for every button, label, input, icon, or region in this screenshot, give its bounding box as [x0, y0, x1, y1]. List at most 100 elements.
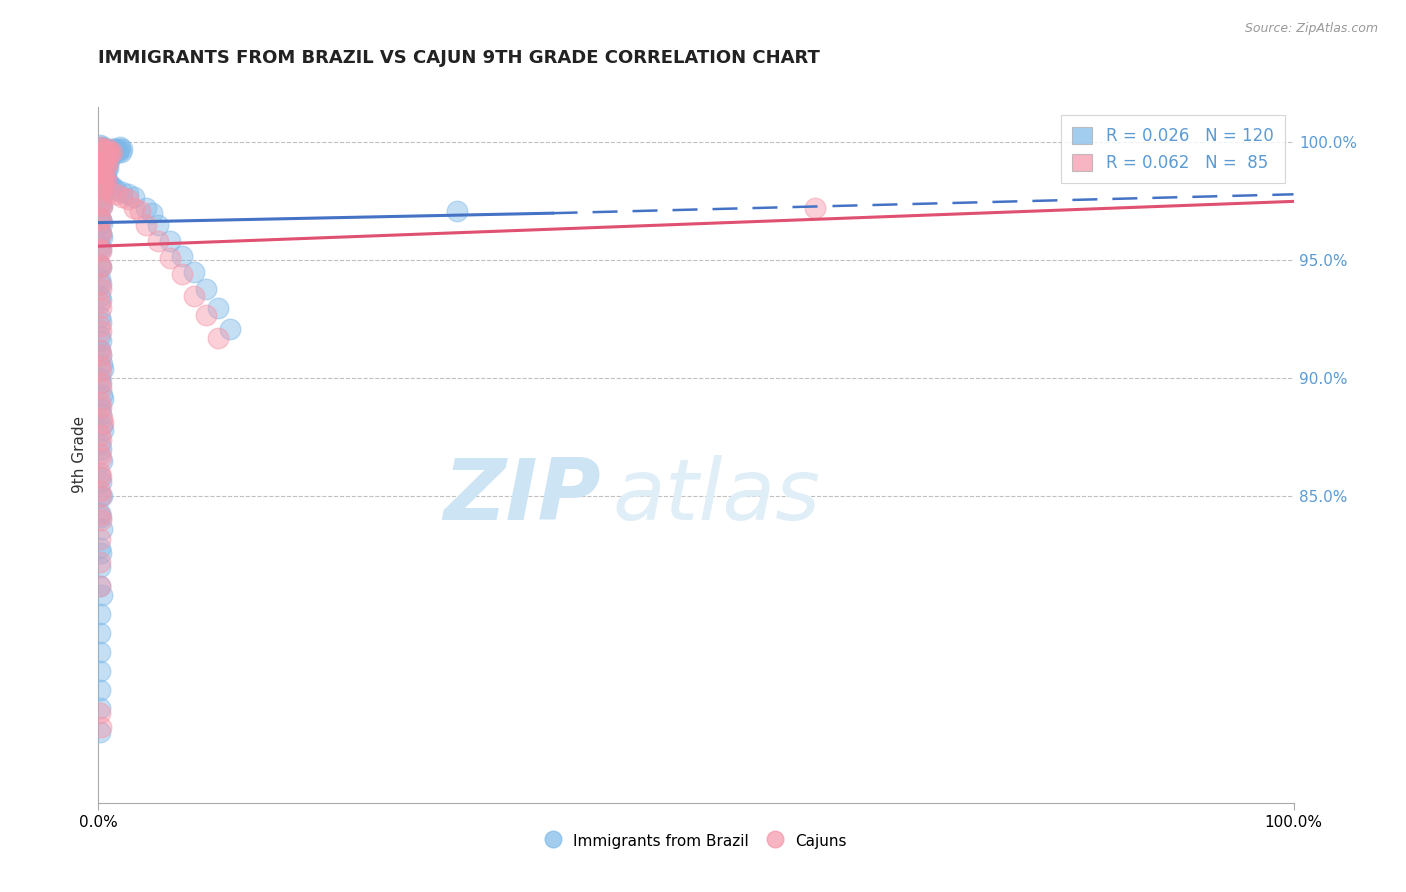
Point [89, 376, 111, 390]
Point [91, 216, 114, 230]
Point [90, 140, 112, 154]
Point [89, 169, 111, 183]
Point [91, 140, 114, 154]
Point [91, 416, 114, 430]
Point [94, 163, 117, 178]
Point [91, 229, 114, 244]
Point [804, 202, 827, 216]
Point [89, 371, 111, 385]
Point [98, 147, 122, 161]
Point [129, 203, 152, 218]
Point [183, 289, 205, 303]
Point [90, 150, 112, 164]
Point [89, 607, 111, 621]
Point [135, 218, 157, 232]
Point [96, 143, 118, 157]
Point [117, 187, 139, 202]
Point [89, 272, 111, 286]
Point [89, 506, 111, 520]
Point [90, 161, 112, 176]
Point [98, 150, 122, 164]
Point [90, 143, 112, 157]
Point [89, 470, 111, 484]
Point [96, 156, 118, 170]
Point [90, 470, 112, 484]
Point [90, 334, 112, 348]
Point [89, 140, 111, 154]
Point [90, 381, 112, 395]
Point [97, 152, 120, 166]
Point [219, 322, 242, 336]
Point [90, 244, 112, 258]
Point [90, 170, 112, 185]
Point [90, 293, 112, 308]
Point [90, 348, 112, 362]
Point [159, 235, 181, 249]
Point [90, 407, 112, 421]
Point [89, 645, 111, 659]
Point [135, 202, 157, 216]
Point [90, 169, 112, 183]
Point [103, 143, 125, 157]
Point [89, 277, 111, 291]
Point [97, 176, 120, 190]
Point [90, 196, 112, 211]
Point [96, 150, 118, 164]
Point [91, 154, 114, 169]
Point [159, 251, 181, 265]
Point [90, 720, 112, 734]
Point [89, 166, 111, 180]
Point [89, 466, 111, 480]
Point [141, 206, 163, 220]
Point [91, 454, 114, 468]
Point [94, 147, 117, 161]
Point [94, 170, 117, 185]
Point [90, 433, 112, 447]
Point [89, 626, 111, 640]
Text: atlas: atlas [613, 455, 820, 538]
Point [89, 295, 111, 310]
Point [91, 388, 114, 402]
Point [89, 428, 111, 442]
Point [111, 189, 134, 203]
Point [97, 161, 120, 176]
Point [89, 178, 111, 192]
Point [89, 579, 111, 593]
Point [90, 364, 112, 378]
Point [90, 260, 112, 275]
Point [93, 145, 115, 159]
Point [90, 213, 112, 227]
Point [91, 411, 114, 425]
Point [101, 145, 124, 159]
Point [89, 447, 111, 461]
Point [148, 218, 170, 232]
Point [89, 701, 111, 715]
Point [90, 213, 112, 227]
Point [98, 154, 121, 169]
Point [89, 359, 111, 374]
Point [90, 227, 112, 242]
Point [89, 310, 111, 324]
Point [89, 579, 111, 593]
Point [90, 196, 112, 211]
Point [91, 180, 114, 194]
Point [90, 324, 112, 338]
Point [89, 401, 111, 416]
Point [89, 343, 111, 357]
Point [89, 541, 111, 555]
Point [111, 143, 134, 157]
Point [90, 301, 112, 315]
Point [90, 546, 112, 560]
Point [93, 143, 115, 157]
Point [91, 423, 114, 437]
Point [91, 183, 114, 197]
Point [90, 510, 112, 524]
Point [91, 588, 114, 602]
Point [89, 328, 111, 343]
Point [89, 159, 111, 173]
Point [93, 173, 115, 187]
Point [98, 185, 122, 199]
Point [89, 225, 111, 239]
Point [89, 258, 111, 272]
Point [98, 147, 121, 161]
